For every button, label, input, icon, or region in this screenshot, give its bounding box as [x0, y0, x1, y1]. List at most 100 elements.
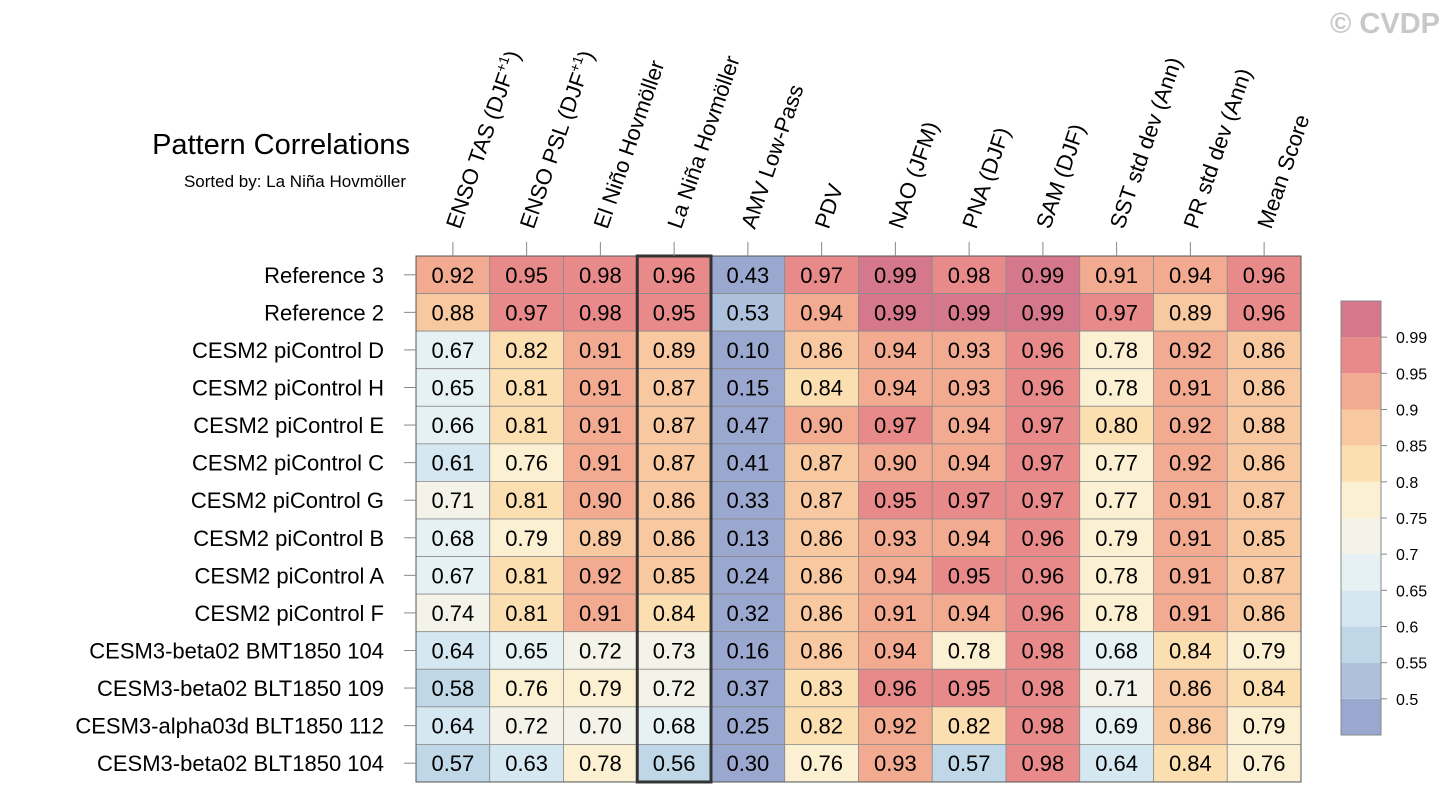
row-label: CESM2 piControl D: [192, 338, 384, 363]
cell-value: 0.78: [1095, 601, 1138, 626]
cell-value: 0.86: [653, 488, 696, 513]
heatmap-cell: [1079, 706, 1154, 745]
column-label: La Niña Hovmöller: [662, 52, 745, 231]
heatmap-cell: [1153, 556, 1228, 595]
colorbar-swatch: [1341, 337, 1381, 374]
heatmap-cells: [415, 254, 1302, 784]
cell-value: 0.85: [1243, 526, 1286, 551]
cell-value: 0.86: [800, 601, 843, 626]
cell-value: 0.79: [1095, 526, 1138, 551]
heatmap-cell: [636, 556, 712, 595]
colorbar-tick-label: 0.75: [1396, 511, 1427, 528]
cell-value: 0.90: [800, 413, 843, 438]
heatmap-cell: [710, 330, 786, 370]
cell-value: 0.41: [726, 451, 769, 476]
cell-value: 0.68: [1095, 638, 1138, 663]
heatmap-cell: [858, 631, 933, 670]
heatmap-cell: [858, 330, 933, 370]
cell-value: 0.76: [800, 751, 843, 776]
cell-value: 0.71: [431, 488, 474, 513]
heatmap-cell: [415, 481, 491, 520]
cell-value: 0.96: [874, 676, 917, 701]
cell-value: 0.67: [431, 563, 474, 588]
cell-value: 0.61: [431, 451, 474, 476]
heatmap-cell: [1079, 293, 1154, 332]
cell-value: 0.87: [1243, 563, 1286, 588]
cell-value: 0.53: [726, 300, 769, 325]
cell-value: 0.84: [1169, 638, 1212, 663]
heatmap-cell: [1153, 744, 1228, 783]
heatmap-cell: [1226, 368, 1302, 407]
colorbar-swatch: [1341, 445, 1381, 482]
cell-value: 0.78: [948, 638, 991, 663]
heatmap-cell: [1153, 481, 1228, 520]
cell-value: 0.76: [1243, 751, 1286, 776]
cell-value: 0.68: [653, 714, 696, 739]
column-label: AMV Low-Pass: [736, 81, 809, 231]
cell-value: 0.89: [579, 526, 622, 551]
heatmap-cell: [489, 706, 564, 745]
heatmap-cell: [784, 368, 859, 407]
cell-value: 0.86: [800, 638, 843, 663]
heatmap-cell: [636, 443, 712, 482]
cell-value: 0.56: [653, 751, 696, 776]
cell-value: 0.13: [726, 526, 769, 551]
row-label: CESM2 piControl B: [193, 526, 384, 551]
colorbar-swatch: [1341, 301, 1381, 338]
heatmap-cell: [858, 593, 933, 633]
cell-value: 0.95: [653, 300, 696, 325]
cell-value: 0.95: [948, 563, 991, 588]
cell-value: 0.72: [579, 638, 622, 663]
row-label: CESM3-alpha03d BLT1850 112: [75, 714, 384, 739]
row-label: CESM2 piControl H: [192, 375, 384, 400]
heatmap-cell: [858, 481, 933, 520]
cell-value: 0.97: [874, 413, 917, 438]
heatmap-cell: [563, 668, 638, 708]
colorbar-swatch: [1341, 409, 1381, 446]
cell-value: 0.94: [948, 451, 991, 476]
cell-value: 0.92: [1169, 338, 1212, 363]
cell-value: 0.91: [579, 451, 622, 476]
row-label: CESM2 piControl C: [192, 451, 384, 476]
cell-value-labels: 0.92 0.95 0.98 0.96 0.43 0.97 0.99 0.98 0.99 0.91…: [431, 263, 1285, 776]
cell-value: 0.94: [948, 526, 991, 551]
column-label-text: PDV: [810, 180, 848, 231]
cell-value: 0.82: [800, 714, 843, 739]
cell-value: 0.99: [948, 300, 991, 325]
cell-value: 0.16: [726, 638, 769, 663]
cell-value: 0.43: [726, 263, 769, 288]
cell-value: 0.65: [431, 375, 474, 400]
column-label: PNA (DJF): [957, 124, 1015, 232]
cell-value: 0.93: [948, 375, 991, 400]
cell-value: 0.99: [874, 263, 917, 288]
heatmap-cell: [563, 368, 638, 407]
colorbar-tick-label: 0.99: [1396, 330, 1427, 347]
chart-subtitle: Sorted by: La Niña Hovmöller: [184, 172, 406, 191]
cell-value: 0.93: [874, 526, 917, 551]
heatmap-cell: [415, 631, 491, 670]
heatmap-cell: [1226, 706, 1302, 745]
cell-value: 0.92: [579, 563, 622, 588]
cell-value: 0.95: [948, 676, 991, 701]
colorbar-tick-label: 0.8: [1396, 475, 1418, 492]
heatmap-cell: [1226, 481, 1302, 520]
column-label: ENSO PSL (DJF+1): [513, 47, 599, 232]
cell-value: 0.81: [505, 601, 548, 626]
cell-value: 0.87: [1243, 488, 1286, 513]
heatmap-cell: [858, 443, 933, 482]
heatmap-cell: [636, 593, 712, 633]
heatmap-cell: [931, 631, 1007, 670]
cell-value: 0.92: [1169, 413, 1212, 438]
heatmap-cell: [1153, 518, 1228, 557]
cell-value: 0.66: [431, 413, 474, 438]
heatmap-cell: [784, 405, 859, 445]
heatmap-cell: [784, 293, 859, 332]
heatmap-cell: [710, 518, 786, 557]
cell-value: 0.91: [1169, 526, 1212, 551]
cell-value: 0.76: [505, 451, 548, 476]
cell-value: 0.91: [1169, 601, 1212, 626]
cell-value: 0.97: [1021, 413, 1064, 438]
colorbar-tick-label: 0.7: [1396, 547, 1418, 564]
column-label: SST std dev (Ann): [1105, 54, 1187, 232]
cell-value: 0.91: [1169, 563, 1212, 588]
